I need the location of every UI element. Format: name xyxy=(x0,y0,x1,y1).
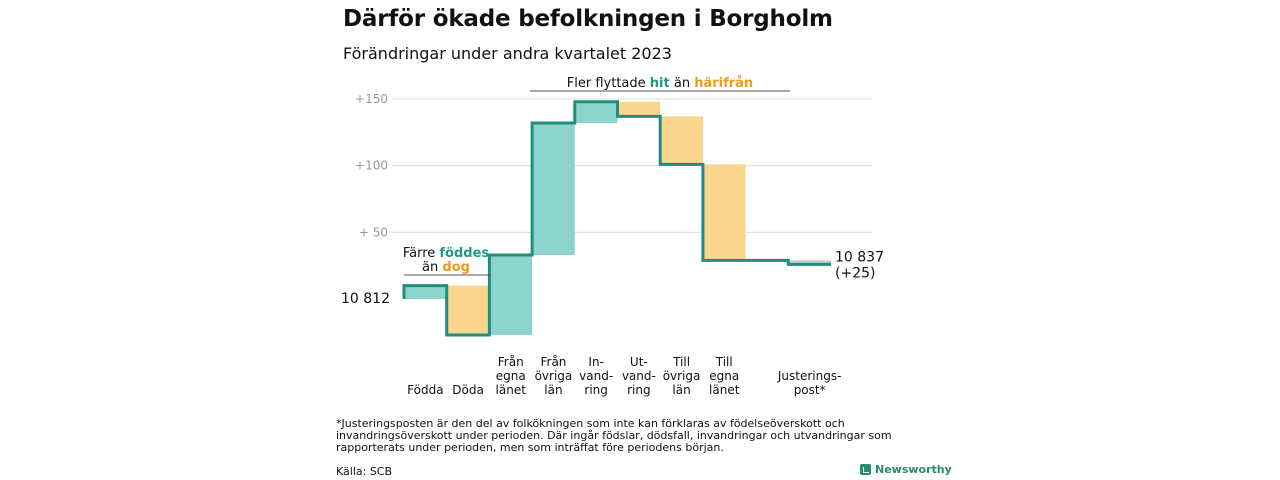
bar-7 xyxy=(702,164,746,261)
y-tick-label: +150 xyxy=(355,92,388,106)
category-label: vand- xyxy=(579,369,613,383)
bar-4 xyxy=(574,101,618,124)
category-label: övriga xyxy=(535,369,573,383)
bar-9 xyxy=(788,260,831,265)
category-label: ring xyxy=(584,383,608,397)
category-label: Till xyxy=(715,355,733,369)
annotation-more-moved: Fler flyttade hit än härifrån xyxy=(567,76,753,91)
category-label: Från xyxy=(540,355,566,369)
annotation-than-died: än dog xyxy=(422,260,470,275)
y-tick-label: +100 xyxy=(355,159,388,173)
waterfall-chart: +150+100+ 50 Födda DödaFrånegnalänetFrånö… xyxy=(341,76,884,397)
end-value-label: 10 837 xyxy=(835,249,884,265)
annotation-fewer-born: Färre föddes xyxy=(403,246,490,261)
bar-1 xyxy=(446,285,490,335)
category-label: län xyxy=(672,383,690,397)
start-value-label: 10 812 xyxy=(341,291,390,307)
footnote: *Justeringsposten är den del av folkökni… xyxy=(336,417,892,454)
step-line xyxy=(402,100,831,337)
end-change-label: (+25) xyxy=(835,265,875,281)
category-label: post* xyxy=(794,383,826,397)
category-label: Justerings- xyxy=(777,369,842,383)
category-label: Till xyxy=(672,355,690,369)
gridlines: +150 +100 + 50 xyxy=(355,92,872,239)
category-label: egna xyxy=(709,369,739,383)
brand-name: Newsworthy xyxy=(875,463,952,476)
bar-5 xyxy=(617,101,661,117)
category-label: länet xyxy=(709,383,740,397)
y-tick-label: + 50 xyxy=(359,225,388,239)
source-note: Källa: SCB xyxy=(336,465,393,478)
category-label: län xyxy=(544,383,562,397)
category-label: ring xyxy=(627,383,651,397)
category-label: egna xyxy=(496,369,526,383)
category-label: länet xyxy=(496,383,527,397)
bar-0 xyxy=(404,285,447,299)
category-label: Döda xyxy=(452,383,484,397)
category-label: Från xyxy=(498,355,524,369)
category-label: vand- xyxy=(622,369,656,383)
category-label: Födda xyxy=(407,383,443,397)
category-label: Ut- xyxy=(630,355,648,369)
category-label: övriga xyxy=(663,369,701,383)
chart-title: Därför ökade befolkningen i Borgholm xyxy=(343,6,833,32)
brand-logo: Newsworthy xyxy=(860,463,952,476)
bars xyxy=(404,101,831,335)
chart-subtitle: Förändringar under andra kvartalet 2023 xyxy=(343,44,672,63)
newsworthy-logo-icon xyxy=(860,464,871,475)
bar-2 xyxy=(489,255,533,335)
bar-6 xyxy=(660,116,703,165)
bar-3 xyxy=(532,123,575,256)
labels: Födda DödaFrånegnalänetFrånövrigalänIn-va… xyxy=(341,249,884,397)
category-label: In- xyxy=(588,355,603,369)
